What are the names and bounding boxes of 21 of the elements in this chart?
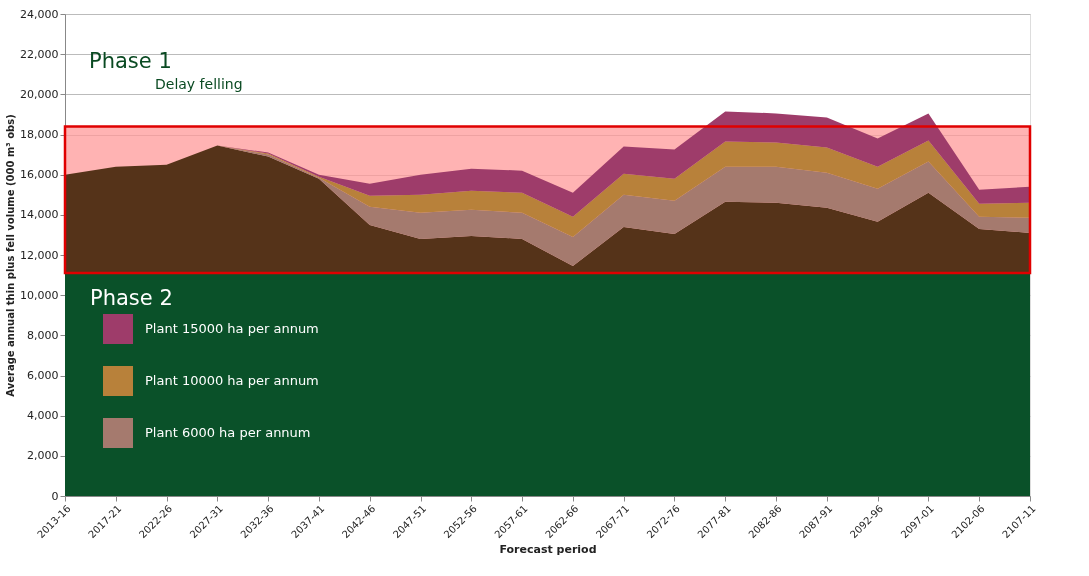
- legend-label: Plant 15000 ha per annum: [145, 321, 319, 336]
- y-tick-label: 24,000: [20, 7, 59, 21]
- y-tick-label: 4,000: [27, 409, 59, 423]
- y-tick-label: 18,000: [20, 128, 59, 141]
- y-tick-label: 6,000: [27, 369, 59, 382]
- y-tick-label: 12,000: [20, 248, 59, 262]
- y-tick-label: 22,000: [20, 47, 59, 61]
- y-tick-label: 14,000: [20, 208, 59, 222]
- y-tick-label: 0: [51, 489, 59, 503]
- y-axis-title: Average annual thin plus fell volume (000 m³ obs): [5, 114, 17, 397]
- x-axis-title: Forecast period: [499, 543, 597, 557]
- y-tick-label: 20,000: [20, 87, 59, 101]
- legend-label: Plant 6000 ha per annum: [145, 425, 311, 440]
- band-label: Phase 2: [90, 286, 173, 311]
- annotation: Delay felling: [155, 76, 243, 92]
- y-tick-label: 16,000: [20, 168, 59, 182]
- y-tick-label: 2,000: [27, 449, 59, 463]
- y-tick-label: 8,000: [27, 328, 59, 342]
- y-tick-label: 10,000: [20, 288, 59, 302]
- legend-label: Plant 10000 ha per annum: [145, 373, 319, 388]
- band-label: Phase 1: [89, 49, 172, 73]
